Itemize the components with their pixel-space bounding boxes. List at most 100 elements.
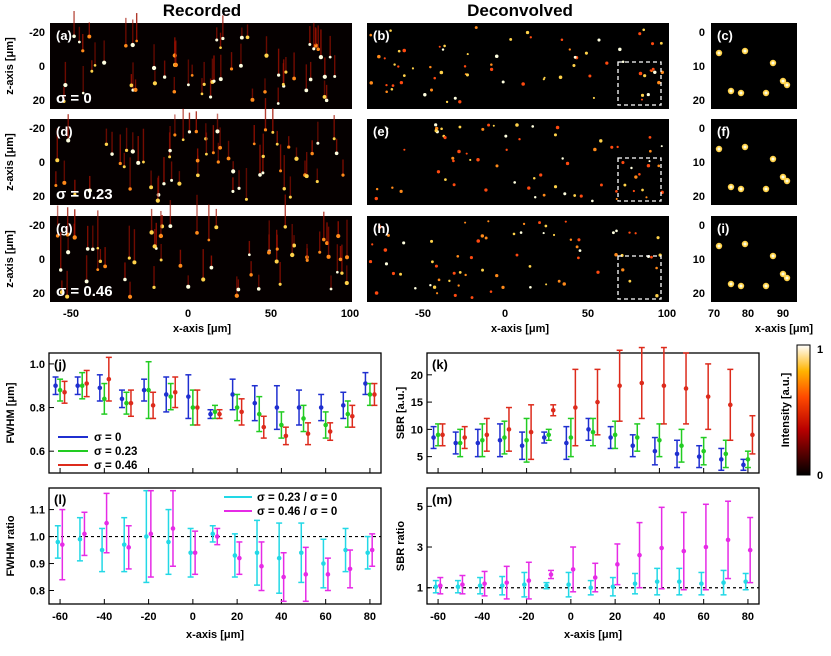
- data-point: [453, 440, 459, 446]
- bead-spot: [476, 158, 480, 162]
- bead-spot: [553, 185, 558, 189]
- data-point: [166, 539, 171, 545]
- bead-spot: [564, 220, 567, 223]
- y-tick-label: 1.0: [30, 532, 45, 544]
- data-point: [104, 520, 109, 526]
- bead-spot: [318, 54, 324, 60]
- bead-spot: [487, 220, 490, 223]
- bead-spot: [464, 221, 467, 224]
- bead-spot: [292, 243, 297, 248]
- bead-spot: [458, 125, 462, 129]
- panel-label-g: (g): [56, 221, 73, 236]
- bead-spot: [118, 161, 122, 166]
- bead-spot: [439, 70, 444, 75]
- bead-spot: [283, 225, 287, 229]
- panel-f-image: [711, 119, 797, 205]
- bead-spot: [443, 136, 447, 140]
- bead-spot: [62, 99, 66, 104]
- bead-spot: [558, 75, 563, 80]
- data-point: [279, 422, 284, 428]
- bead-spot: [597, 38, 601, 42]
- bead-spot: [136, 160, 141, 165]
- data-point: [723, 451, 729, 457]
- data-point: [725, 537, 731, 543]
- recorded-title: Recorded: [163, 1, 241, 20]
- data-point: [745, 457, 751, 462]
- bead-spot: [168, 155, 172, 159]
- data-point: [119, 396, 125, 402]
- bead-spot: [385, 90, 388, 94]
- bead-spot: [383, 248, 388, 252]
- data-point: [484, 432, 490, 438]
- bead-spot: [448, 279, 451, 283]
- bead-spot: [234, 293, 239, 298]
- data-point: [455, 584, 461, 590]
- data-point: [325, 572, 331, 577]
- data-point: [55, 539, 61, 545]
- panel-label-e: (e): [373, 124, 389, 139]
- bead-spot: [505, 148, 508, 151]
- bead-spot: [650, 255, 653, 259]
- bead-spot: [186, 284, 191, 289]
- bead-spot: [315, 179, 319, 184]
- bead-spot: [55, 234, 60, 238]
- data-point: [477, 583, 483, 588]
- bead-spot: [484, 236, 488, 240]
- bead-spot: [411, 67, 415, 70]
- data-point: [343, 547, 348, 553]
- data-point: [121, 542, 127, 547]
- bead-spot: [443, 44, 446, 48]
- bead-spot: [96, 246, 100, 250]
- svg-text:20: 20: [33, 288, 45, 300]
- data-point: [526, 578, 532, 583]
- bead-spot: [133, 87, 138, 92]
- data-point: [347, 566, 353, 572]
- data-point: [217, 411, 222, 417]
- data-point: [499, 583, 505, 588]
- data-point: [365, 550, 370, 556]
- bead-spot: [274, 259, 279, 264]
- data-point: [296, 405, 302, 410]
- bead-spot: [481, 268, 484, 272]
- bead-spot: [458, 100, 462, 104]
- data-point: [274, 405, 280, 410]
- y-tick-label: 20: [411, 370, 423, 382]
- bead-spot: [605, 61, 609, 65]
- bead-spot: [275, 142, 279, 146]
- bead-spot: [375, 187, 379, 191]
- bead-spot: [216, 160, 220, 164]
- panel-i-image: [711, 216, 797, 302]
- plot-label-l: (l): [54, 492, 66, 507]
- bead-spot: [256, 287, 261, 291]
- data-point: [261, 424, 267, 430]
- bead-spot: [63, 82, 68, 88]
- data-point: [75, 383, 80, 389]
- bead-spot: [781, 175, 785, 179]
- x-tick-label: 60: [320, 611, 332, 623]
- bead-spots: [54, 11, 791, 300]
- bead-spot: [542, 232, 545, 235]
- bead-spot: [90, 69, 94, 73]
- svg-text:0: 0: [502, 308, 508, 320]
- x-tick-label: 60: [698, 611, 710, 623]
- bead-spot: [611, 231, 615, 235]
- data-point: [608, 435, 613, 440]
- bead-spot: [739, 187, 743, 191]
- data-point: [550, 407, 556, 413]
- plot-k-frame: [426, 352, 760, 474]
- bead-spot: [501, 285, 505, 289]
- bead-spot: [231, 189, 235, 193]
- data-point: [661, 383, 667, 389]
- svg-text:0: 0: [699, 220, 705, 232]
- bead-spot: [659, 41, 663, 45]
- svg-text:10: 10: [693, 157, 705, 169]
- data-point: [214, 534, 220, 539]
- bead-spot: [304, 174, 309, 179]
- bead-spot: [282, 187, 286, 191]
- sigma-label-row3: σ = 0.46: [56, 283, 113, 300]
- data-point: [632, 581, 638, 586]
- bead-spot: [123, 277, 127, 282]
- data-point: [318, 405, 324, 410]
- x-tick-label: 80: [742, 611, 754, 623]
